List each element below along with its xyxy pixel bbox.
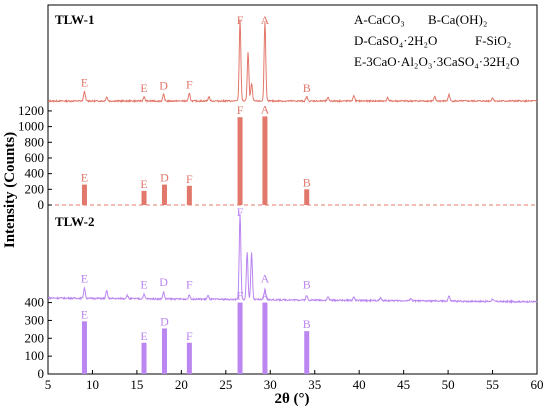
tlw2-peak-label-f-26-6: F xyxy=(237,205,244,219)
x-tick-label-15: 15 xyxy=(130,377,143,392)
tlw2-ref-bar-e-15-8 xyxy=(141,342,147,374)
tlw1-peak-label-d-18: D xyxy=(159,79,168,93)
tlw2-peak-label-e-9-1: E xyxy=(81,272,88,286)
tlw1-sample-label: TLW-1 xyxy=(55,12,95,27)
x-tick-label-30: 30 xyxy=(264,377,277,392)
x-tick-label-10: 10 xyxy=(86,377,99,392)
tlw2-ref-bar-label-b-34-1: B xyxy=(303,317,311,331)
tlw1-peak-label-f-26-6: F xyxy=(237,13,244,27)
phase-peak-labels: E E D FF ABE E D FFA B xyxy=(81,13,311,292)
tlw2-peak-label-a-29-4: A xyxy=(261,272,270,286)
tlw2-peak-label-d-18: D xyxy=(159,275,168,289)
x-tick-label-60: 60 xyxy=(531,377,544,392)
tlw1-pattern-line xyxy=(47,19,538,104)
legend-entry-d: D-CaSO₄·2H₂O xyxy=(354,33,437,48)
tlw2-sample-label: TLW-2 xyxy=(55,214,95,229)
tlw1-y-tick-label-600: 600 xyxy=(25,150,45,165)
x-tick-label-50: 50 xyxy=(442,377,455,392)
tlw1-ref-bar-label-e-15-8: E xyxy=(140,177,147,191)
tlw1-ref-bar-b-34-1 xyxy=(304,189,310,205)
plot-frame xyxy=(47,4,538,375)
tlw2-ref-bar-b-34-1 xyxy=(304,331,310,374)
tlw1-ref-bar-f-26-6 xyxy=(237,117,243,205)
legend-entry-e: E-3CaO·Al₂O₃·3CaSO₄·32H₂O xyxy=(354,54,519,69)
tlw2-ref-bar-label-a-29-4: A xyxy=(261,289,270,303)
tlw1-ref-bar-label-b-34-1: B xyxy=(303,175,311,189)
x-tick-label-40: 40 xyxy=(353,377,366,392)
tlw1-reference-bars: E E D FF AB xyxy=(81,102,311,205)
tlw2-peak-label-e-15-8: E xyxy=(140,278,147,292)
tlw2-ref-bar-a-29-4 xyxy=(262,302,268,374)
tlw1-y-tick-label-800: 800 xyxy=(25,134,45,149)
tlw2-ref-bar-f-20-9 xyxy=(186,342,192,374)
tlw1-ref-bar-a-29-4 xyxy=(262,116,268,205)
tlw2-y-tick-label-400: 400 xyxy=(25,295,45,310)
tlw2-ref-bar-label-d-18-1: D xyxy=(160,314,169,328)
tlw2-ref-bar-label-f-20-9: F xyxy=(186,329,193,343)
tlw1-peak-label-e-9-1: E xyxy=(81,75,88,89)
tlw2-y-tick-label-300: 300 xyxy=(25,312,45,327)
tlw1-peak-label-a-29-4: A xyxy=(261,13,270,27)
tlw1-y-tick-label-200: 200 xyxy=(25,181,45,196)
tlw1-ref-bar-label-e-9-1: E xyxy=(81,171,88,185)
tlw2-ref-bar-f-26-6 xyxy=(237,302,243,374)
tlw2-ref-bar-d-18-1 xyxy=(161,328,167,374)
tlw2-y-tick-label-0: 0 xyxy=(38,366,45,381)
tlw1-peak-label-f-20-9: F xyxy=(186,78,193,92)
tlw1-peak-label-b-34-1: B xyxy=(303,81,311,95)
tlw1-ref-bar-label-a-29-4: A xyxy=(261,102,270,116)
tlw1-y-tick-label-0: 0 xyxy=(38,197,45,212)
tlw2-y-axis-ticks: 0 100 200 300 400 xyxy=(25,295,52,381)
x-tick-label-35: 35 xyxy=(308,377,321,392)
legend-entry-b: B-Ca(OH)₂ xyxy=(428,12,487,27)
tlw2-peak-label-b-34-1: B xyxy=(303,278,311,292)
x-tick-label-5: 5 xyxy=(45,377,52,392)
tlw2-y-tick-label-200: 200 xyxy=(25,330,45,345)
legend-entry-f: F-SiO₂ xyxy=(475,33,511,48)
tlw1-y-tick-label-400: 400 xyxy=(25,166,45,181)
tlw2-ref-bar-label-e-9-1: E xyxy=(81,307,88,321)
tlw1-ref-bar-f-20-9 xyxy=(186,185,192,205)
x-tick-label-55: 55 xyxy=(486,377,499,392)
y-axis-title: Intensity (Counts) xyxy=(2,132,18,248)
tlw1-ref-bar-d-18-1 xyxy=(161,184,167,205)
legend-entry-a: A-CaCO₃ xyxy=(354,12,405,27)
tlw2-ref-bar-label-e-15-8: E xyxy=(140,329,147,343)
tlw2-y-tick-label-100: 100 xyxy=(25,348,45,363)
tlw1-ref-bar-e-15-8 xyxy=(141,190,147,205)
tlw1-peak-label-e-15-8: E xyxy=(140,81,147,95)
tlw2-ref-bar-e-9-1 xyxy=(81,321,87,374)
tlw2-pattern-line xyxy=(47,213,538,304)
phase-legend: A-CaCO₃ B-Ca(OH)₂ D-CaSO₄·2H₂O F-SiO₂ E-… xyxy=(354,12,519,69)
x-tick-label-20: 20 xyxy=(175,377,188,392)
tlw2-peak-label-f-20-9: F xyxy=(186,278,193,292)
x-axis-ticks: 5 10 15 20 25 30 35 40 45 50 55 60 xyxy=(45,370,544,392)
tlw1-ref-bar-label-d-18-1: D xyxy=(160,171,169,185)
x-tick-label-25: 25 xyxy=(219,377,232,392)
tlw1-ref-bar-label-f-26-6: F xyxy=(237,103,244,117)
tlw1-ref-bar-label-f-20-9: F xyxy=(186,172,193,186)
x-axis-title: 2θ (°) xyxy=(274,391,309,407)
tlw1-y-tick-label-1000: 1000 xyxy=(18,119,44,134)
tlw1-y-tick-label-1200: 1200 xyxy=(18,103,44,118)
tlw1-ref-bar-e-9-1 xyxy=(81,184,87,205)
tlw2-ref-bar-label-f-26-6: F xyxy=(237,289,244,303)
x-tick-label-45: 45 xyxy=(397,377,410,392)
